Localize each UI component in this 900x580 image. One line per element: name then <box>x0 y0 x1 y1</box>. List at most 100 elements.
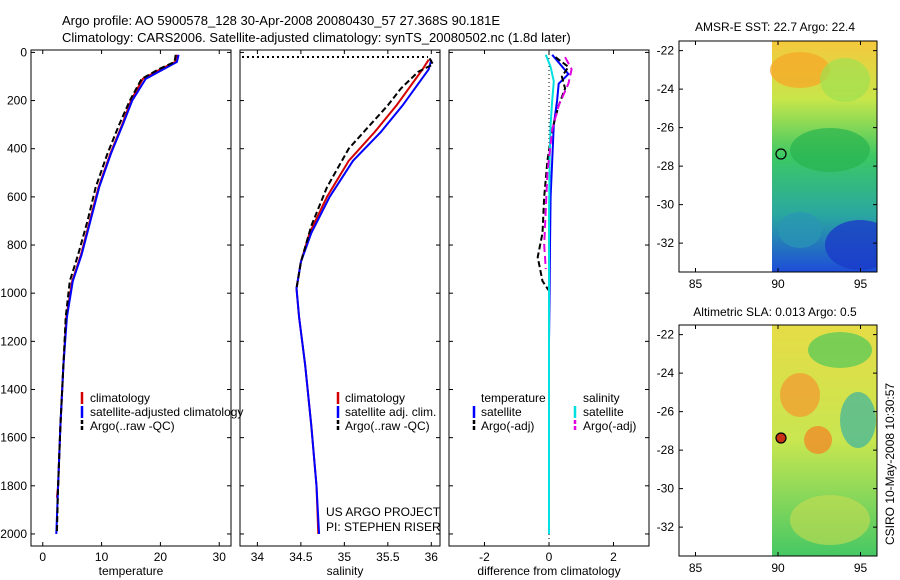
sla-green-patch <box>808 332 872 368</box>
map-x-tick-label: 95 <box>854 277 868 291</box>
map-x-tick-label: 85 <box>689 561 703 575</box>
map-y-tick-label: -24 <box>657 366 675 380</box>
temperature-xlabel: temperature <box>99 564 164 578</box>
y-tick-label: 1400 <box>0 382 27 396</box>
x-tick-label: 36 <box>425 550 439 564</box>
salinity-legend: climatology satellite adj. clim. Argo(..… <box>336 391 436 433</box>
pi-annotation: PI: STEPHEN RISER <box>326 520 441 534</box>
sla-map-title: Altimetric SLA: 0.013 Argo: 0.5 <box>693 305 857 319</box>
map-y-tick-label: -28 <box>657 443 675 457</box>
x-tick-label: 35 <box>338 550 352 564</box>
x-tick-label: 34 <box>251 550 265 564</box>
salinity-panel: 34 34.5 35 35.5 36 salinity climatology sate… <box>239 49 441 578</box>
map-x-tick-label: 90 <box>771 277 785 291</box>
salinity-x-axis: 34 34.5 35 35.5 36 <box>251 50 439 564</box>
temperature-legend: climatology satellite-adjusted climatolo… <box>80 391 243 433</box>
legend-label-climatology: climatology <box>345 391 405 405</box>
legend-label-temp-satellite: satellite <box>481 405 522 419</box>
temperature-panel: 0 200 400 600 800 1000 1200 1400 1600 1800 2000 0 1… <box>0 45 243 578</box>
sst-heatmap <box>770 41 877 272</box>
sst-map-ticks: -22 -24 -26 -28 -30 -32 85 90 95 <box>657 41 877 291</box>
y-tick-label: 800 <box>7 238 27 252</box>
map-x-tick-label: 90 <box>771 561 785 575</box>
series-climatology <box>295 59 430 535</box>
salinity-xlabel: salinity <box>327 564 364 578</box>
legend-label-satellite: satellite adj. clim. <box>345 405 436 419</box>
header-line2: Climatology: CARS2006. Satellite-adjuste… <box>62 30 571 45</box>
project-annotation: US ARGO PROJECT <box>326 505 441 519</box>
sla-argo-marker <box>775 432 787 444</box>
x-tick-label: 30 <box>213 550 227 564</box>
difference-legend: temperature salinity satellite Argo(-adj… <box>472 391 636 433</box>
header-line1: Argo profile: AO 5900578_128 30-Apr-2008… <box>62 13 500 28</box>
map-y-tick-label: -32 <box>657 236 675 250</box>
map-y-tick-label: -30 <box>657 482 675 496</box>
x-tick-label: 2 <box>610 550 617 564</box>
temperature-axes-frame <box>30 49 232 547</box>
legend-label-satellite: satellite-adjusted climatology <box>90 405 243 419</box>
sla-map-ticks: -22 -24 -26 -28 -30 -32 85 90 95 <box>657 325 877 575</box>
x-tick-label: 20 <box>154 550 168 564</box>
map-y-tick-label: -22 <box>657 328 675 342</box>
series-satellite-adj-clim <box>295 59 433 535</box>
difference-xlabel: difference from climatology <box>477 564 620 578</box>
map-y-tick-label: -26 <box>657 405 675 419</box>
series-temperature-satellite <box>548 54 570 534</box>
series-argo-raw-qc <box>295 57 435 289</box>
y-tick-label: 1800 <box>0 479 27 493</box>
difference-y-axis <box>449 51 649 535</box>
x-tick-label: 10 <box>95 550 109 564</box>
map-y-tick-label: -28 <box>657 159 675 173</box>
series-satellite-adjusted-climatology <box>55 54 180 535</box>
sla-yellow-patch <box>790 495 870 545</box>
y-tick-label: 200 <box>7 94 27 108</box>
difference-series <box>536 54 573 534</box>
map-y-tick-label: -22 <box>657 44 675 58</box>
map-x-tick-label: 85 <box>689 277 703 291</box>
difference-panel: -2 0 2 difference from climatology tempera… <box>448 49 650 578</box>
y-tick-label: 400 <box>7 142 27 156</box>
sla-high-patch <box>780 373 820 417</box>
series-salinity-argo-adj <box>543 56 573 270</box>
legend-label-temp-argo: Argo(-adj) <box>481 419 534 433</box>
temperature-series <box>55 54 180 535</box>
x-tick-label: 34.5 <box>289 550 313 564</box>
sst-green-patch <box>790 128 870 172</box>
sla-heatmap <box>772 325 877 556</box>
series-argo-raw-qc <box>55 54 177 535</box>
legend-heading-salinity: salinity <box>583 391 620 405</box>
legend-label-argo: Argo(..raw -QC) <box>345 419 430 433</box>
map-y-tick-label: -26 <box>657 121 675 135</box>
side-timestamp: CSIRO 10-May-2008 10:30:57 <box>883 383 897 545</box>
sst-warm-patch <box>770 52 830 88</box>
legend-label-sal-satellite: satellite <box>583 405 624 419</box>
sst-mid-patch <box>820 58 870 102</box>
x-tick-label: 35.5 <box>376 550 400 564</box>
temperature-y-axis: 0 200 400 600 800 1000 1200 1400 1600 1800 2000 <box>0 45 231 541</box>
map-y-tick-label: -30 <box>657 198 675 212</box>
sst-argo-marker <box>775 148 787 160</box>
sst-cold-patch <box>825 220 877 270</box>
y-tick-label: 1200 <box>0 334 27 348</box>
legend-heading-temperature: temperature <box>481 391 546 405</box>
sst-teal-patch <box>778 212 822 248</box>
legend-label-climatology: climatology <box>90 391 150 405</box>
legend-label-argo: Argo(..raw -QC) <box>90 419 175 433</box>
salinity-axes-frame <box>239 49 441 547</box>
legend-label-sal-argo: Argo(-adj) <box>583 419 636 433</box>
temperature-x-axis: 0 10 20 30 <box>39 50 226 564</box>
y-tick-label: 600 <box>7 190 27 204</box>
y-tick-label: 1000 <box>0 286 27 300</box>
salinity-series <box>295 57 435 535</box>
map-y-tick-label: -32 <box>657 520 675 534</box>
x-tick-label: -2 <box>479 550 490 564</box>
sla-low-patch <box>840 392 876 448</box>
x-tick-label: 0 <box>39 550 46 564</box>
map-x-tick-label: 95 <box>854 561 868 575</box>
sla-map-panel: Altimetric SLA: 0.013 Argo: 0.5 -22-24-2… <box>657 305 878 575</box>
x-tick-label: 0 <box>546 550 553 564</box>
difference-x-axis: -2 0 2 <box>479 50 617 564</box>
sla-high-patch-2 <box>804 426 832 454</box>
sst-map-panel: AMSR-E SST: 22.7 Argo: 22.4 -22 -24 -26 -28… <box>657 20 878 291</box>
